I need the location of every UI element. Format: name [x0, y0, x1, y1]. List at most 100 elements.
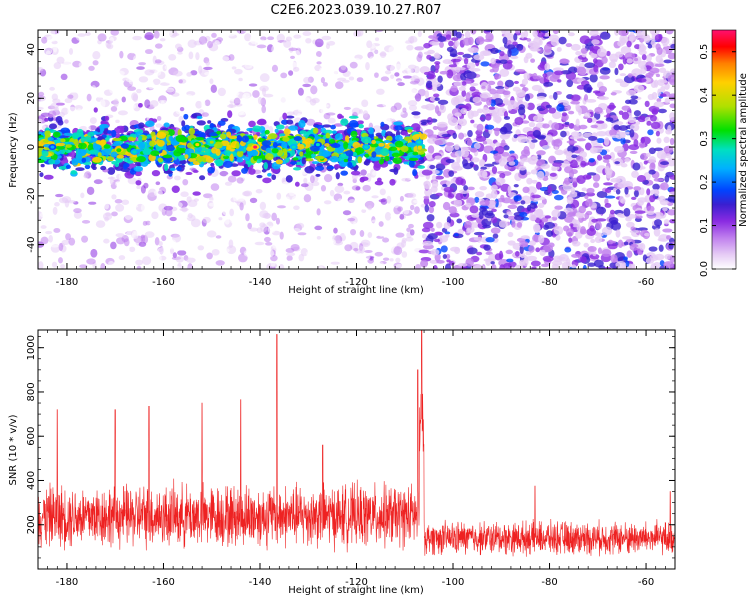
heatmap-cell: [484, 213, 494, 219]
heatmap-cell: [68, 188, 76, 196]
heatmap-cell: [453, 82, 462, 86]
heatmap-cell: [54, 202, 60, 207]
heatmap-cell: [245, 213, 250, 221]
heatmap-cell: [218, 120, 226, 126]
heatmap-cell: [87, 187, 95, 195]
heatmap-cell: [157, 116, 161, 121]
heatmap-cell: [347, 218, 355, 221]
heatmap-cell: [439, 104, 446, 113]
heatmap-cell: [341, 260, 347, 264]
heatmap-cell: [374, 72, 379, 78]
heatmap-cell: [426, 55, 432, 60]
heatmap-cell: [181, 206, 187, 212]
heatmap-cell: [314, 226, 322, 230]
heatmap-cell: [460, 108, 467, 114]
heatmap-cell: [175, 44, 182, 50]
heatmap-cell: [645, 101, 650, 107]
heatmap-cell: [329, 139, 335, 144]
heatmap-cell: [404, 186, 409, 193]
heatmap-cell: [343, 142, 348, 150]
heatmap-cell: [166, 38, 172, 45]
heatmap-cell: [154, 31, 160, 39]
heatmap-cell: [652, 108, 659, 115]
heatmap-cell: [394, 125, 403, 130]
heatmap-cell: [247, 223, 252, 229]
heatmap-cell: [246, 96, 252, 104]
heatmap-cell: [646, 257, 655, 264]
heatmap-cell: [212, 249, 220, 256]
heatmap-cell: [548, 107, 556, 113]
heatmap-cell: [595, 221, 602, 230]
heatmap-cell: [256, 175, 262, 178]
heatmap-cell: [171, 239, 176, 246]
heatmap-cell: [267, 36, 274, 40]
heatmap-cell: [324, 200, 332, 204]
heatmap-cell: [434, 155, 442, 160]
heatmap-cell: [580, 35, 590, 44]
heatmap-cell: [450, 247, 460, 252]
heatmap-cell: [657, 151, 666, 160]
heatmap-cell: [293, 167, 301, 170]
heatmap-cell: [180, 160, 187, 164]
heatmap-cell: [368, 205, 373, 210]
heatmap-cell: [271, 174, 276, 180]
heatmap-cell: [427, 50, 435, 54]
heatmap-cell: [513, 195, 521, 201]
heatmap-cell: [418, 146, 422, 150]
heatmap-cell: [142, 137, 146, 140]
heatmap-cell: [142, 256, 151, 265]
heatmap-cell: [605, 203, 612, 208]
heatmap-cell: [43, 47, 52, 54]
heatmap-cell: [176, 216, 185, 224]
heatmap-cell: [579, 256, 586, 263]
heatmap-cell: [94, 179, 103, 184]
heatmap-hotspot: [133, 150, 137, 153]
heatmap-cell: [310, 261, 317, 266]
heatmap-cell: [652, 92, 658, 100]
heatmap-cell: [617, 213, 623, 217]
heatmap-cell: [388, 46, 397, 54]
heatmap-cell: [152, 170, 160, 176]
heatmap-cell: [358, 124, 364, 128]
heatmap-cell: [105, 116, 109, 121]
heatmap-cell: [363, 110, 369, 118]
heatmap-cell: [68, 238, 75, 246]
heatmap-cell: [355, 37, 360, 43]
heatmap-cell: [524, 56, 529, 63]
heatmap-cell: [216, 131, 221, 135]
heatmap-cell: [39, 172, 43, 177]
heatmap-cell: [146, 56, 151, 65]
heatmap-cell: [45, 231, 52, 234]
heatmap-hotspot: [364, 145, 368, 148]
heatmap-cell: [113, 141, 119, 144]
x-tick-label: -80: [541, 277, 557, 288]
heatmap-cell: [435, 105, 439, 114]
heatmap-cell: [231, 170, 240, 176]
heatmap-cell: [432, 42, 440, 45]
heatmap-cell: [36, 119, 42, 123]
heatmap-cell: [344, 244, 352, 251]
heatmap-cell: [88, 72, 94, 76]
heatmap-cell: [552, 260, 563, 265]
heatmap-cell: [88, 202, 96, 205]
heatmap-cell: [339, 115, 344, 118]
heatmap-cell: [432, 81, 441, 87]
heatmap-cell: [482, 170, 487, 178]
heatmap-cell: [93, 60, 99, 65]
heatmap-cell: [650, 28, 660, 35]
heatmap-cell: [650, 162, 655, 168]
heatmap-cell: [302, 157, 307, 164]
heatmap-cell: [133, 55, 140, 63]
heatmap-cell: [261, 105, 266, 113]
heatmap-cell: [458, 133, 464, 140]
heatmap-cell: [558, 37, 566, 45]
heatmap-cell: [75, 244, 84, 249]
heatmap-cell: [52, 262, 57, 268]
heatmap-cell: [554, 226, 564, 235]
heatmap-cell: [128, 45, 138, 53]
heatmap-cell: [139, 76, 148, 82]
heatmap-cell: [557, 79, 561, 82]
heatmap-cell: [171, 141, 178, 145]
heatmap-cell: [480, 50, 490, 56]
heatmap-cell: [593, 65, 598, 73]
